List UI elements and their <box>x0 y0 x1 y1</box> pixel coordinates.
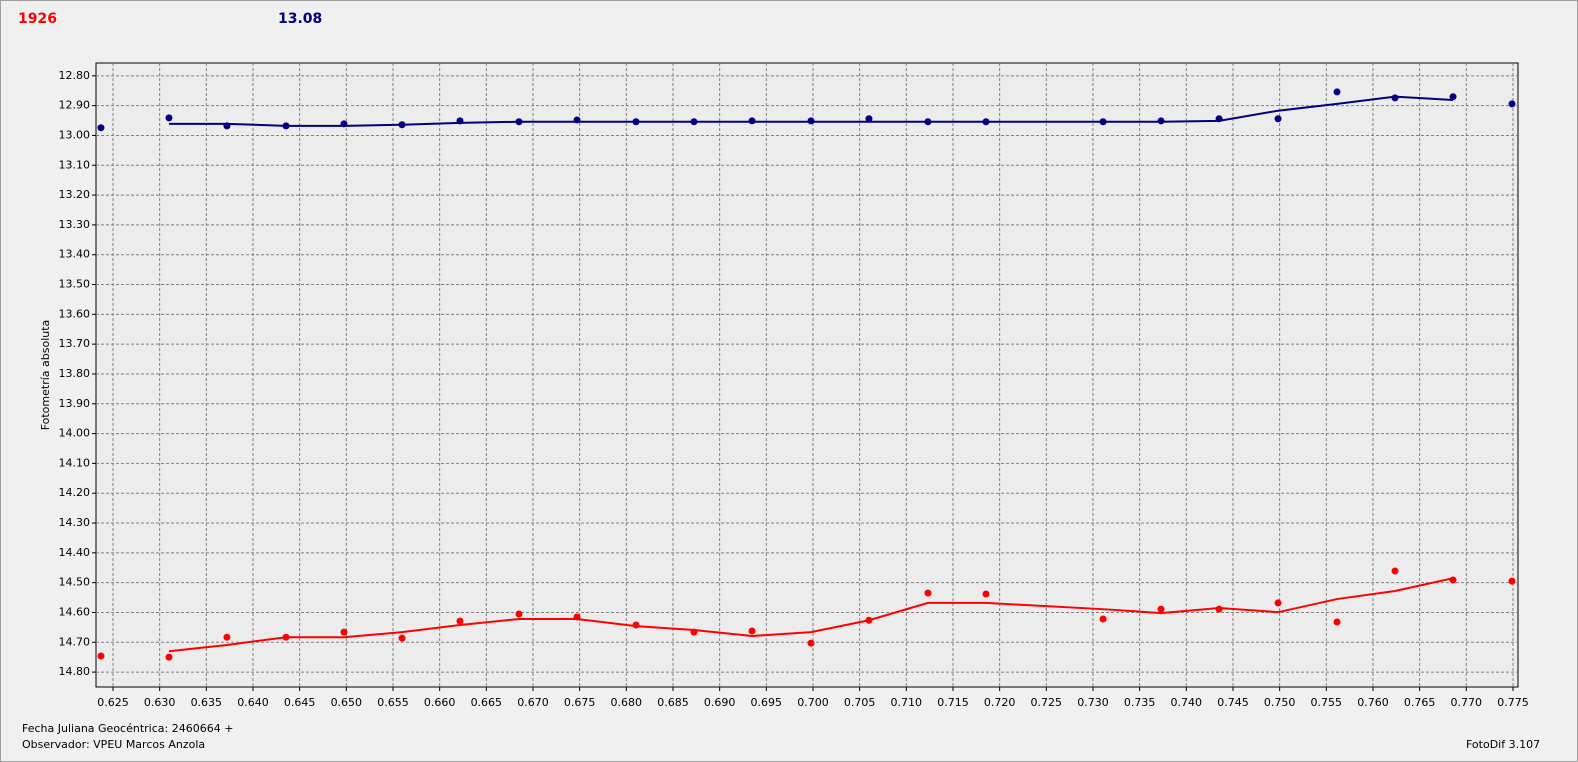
x-tick-label: 0.640 <box>237 696 269 709</box>
y-tick-label: 14.30 <box>59 516 91 529</box>
x-tick-label: 0.695 <box>751 696 783 709</box>
x-tick-label: 0.770 <box>1451 696 1483 709</box>
data-point <box>1449 93 1457 101</box>
y-tick-label: 14.40 <box>59 546 91 559</box>
footer-date: Fecha Juliana Geocéntrica: 2460664 + <box>22 722 233 735</box>
y-tick-label: 14.20 <box>59 486 91 499</box>
data-point <box>340 628 348 636</box>
data-point <box>1449 576 1457 584</box>
y-tick-label: 14.10 <box>59 456 91 469</box>
y-tick-label: 13.30 <box>59 218 91 231</box>
x-tick-label: 0.700 <box>797 696 829 709</box>
x-tick-label: 0.730 <box>1077 696 1109 709</box>
x-tick-label: 0.745 <box>1217 696 1249 709</box>
y-axis-label: Fotometría absoluta <box>39 320 52 431</box>
x-tick-label: 0.685 <box>657 696 689 709</box>
data-point <box>748 627 756 635</box>
x-tick-label: 0.690 <box>704 696 736 709</box>
footer-software: FotoDif 3.107 <box>1466 738 1540 751</box>
x-tick-label: 0.720 <box>984 696 1016 709</box>
x-tick-label: 0.755 <box>1311 696 1343 709</box>
data-point <box>456 617 464 625</box>
x-tick-label: 0.650 <box>331 696 363 709</box>
data-point <box>165 653 173 661</box>
header-left: 1926 <box>18 11 57 27</box>
x-tick-label: 0.750 <box>1264 696 1296 709</box>
x-tick-label: 0.680 <box>611 696 643 709</box>
footer-observer: Observador: VPEU Marcos Anzola <box>22 738 205 751</box>
x-tick-label: 0.735 <box>1124 696 1156 709</box>
data-point <box>865 115 873 123</box>
x-tick-label: 0.710 <box>891 696 923 709</box>
x-tick-label: 0.775 <box>1497 696 1529 709</box>
y-tick-label: 13.40 <box>59 248 91 261</box>
trend-line <box>168 577 1454 653</box>
x-tick-label: 0.625 <box>97 696 129 709</box>
x-tick-label: 0.675 <box>564 696 596 709</box>
data-point <box>1391 567 1399 575</box>
data-point <box>398 634 406 642</box>
data-point <box>1274 599 1282 607</box>
y-tick-label: 14.60 <box>59 605 91 618</box>
x-tick-label: 0.630 <box>144 696 176 709</box>
y-tick-label: 14.00 <box>59 427 91 440</box>
data-point <box>1157 605 1165 613</box>
x-tick-label: 0.715 <box>937 696 969 709</box>
data-point <box>97 652 105 660</box>
x-tick-label: 0.740 <box>1171 696 1203 709</box>
data-point <box>1274 115 1282 123</box>
y-tick-label: 13.90 <box>59 397 91 410</box>
data-point <box>1508 577 1516 585</box>
x-tick-label: 0.660 <box>424 696 456 709</box>
y-tick-label: 13.00 <box>59 128 91 141</box>
data-point <box>1508 100 1516 108</box>
data-point <box>1333 618 1341 626</box>
x-tick-label: 0.635 <box>191 696 223 709</box>
x-tick-label: 0.760 <box>1357 696 1389 709</box>
data-point <box>982 590 990 598</box>
x-tick-label: 0.645 <box>284 696 316 709</box>
data-point <box>165 114 173 122</box>
data-point <box>1099 615 1107 623</box>
y-tick-label: 14.70 <box>59 635 91 648</box>
x-tick-label: 0.655 <box>377 696 409 709</box>
data-point <box>1333 88 1341 96</box>
x-tick-label: 0.705 <box>844 696 876 709</box>
y-tick-label: 14.50 <box>59 576 91 589</box>
y-tick-label: 13.80 <box>59 367 91 380</box>
trend-line <box>168 95 1454 127</box>
header-right: 13.08 <box>278 11 322 27</box>
data-point <box>97 124 105 132</box>
x-tick-label: 0.725 <box>1031 696 1063 709</box>
y-tick-label: 13.70 <box>59 337 91 350</box>
y-tick-label: 13.10 <box>59 158 91 171</box>
x-tick-label: 0.765 <box>1404 696 1436 709</box>
data-point <box>924 589 932 597</box>
y-tick-label: 12.80 <box>59 69 91 82</box>
data-point <box>515 610 523 618</box>
data-point <box>807 639 815 647</box>
plot-area <box>95 62 1519 688</box>
y-tick-label: 12.90 <box>59 99 91 112</box>
y-tick-label: 13.60 <box>59 307 91 320</box>
y-tick-label: 13.20 <box>59 188 91 201</box>
x-tick-label: 0.670 <box>517 696 549 709</box>
y-tick-label: 13.50 <box>59 278 91 291</box>
data-point <box>223 633 231 641</box>
y-tick-label: 14.80 <box>59 665 91 678</box>
x-tick-label: 0.665 <box>471 696 503 709</box>
